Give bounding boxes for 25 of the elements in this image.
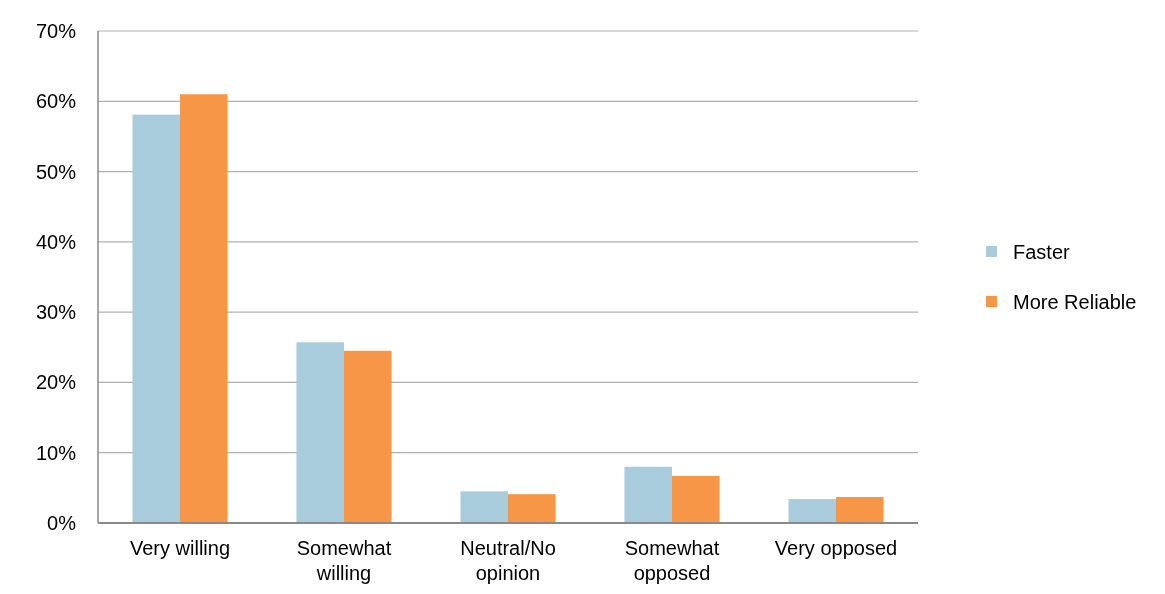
y-tick-label: 50% bbox=[35, 160, 77, 183]
y-tick-label: 70% bbox=[35, 20, 77, 42]
bar bbox=[460, 491, 508, 523]
legend-label: Faster bbox=[1013, 241, 1071, 263]
legend-label: More Reliable bbox=[1013, 291, 1137, 313]
y-tick-label: 20% bbox=[35, 371, 77, 394]
bar bbox=[132, 114, 180, 523]
bar bbox=[508, 494, 556, 523]
bar bbox=[624, 466, 672, 523]
y-tick-label: 40% bbox=[35, 230, 77, 253]
x-tick-label: Very willing bbox=[129, 537, 231, 559]
x-tick-label: Neutral/No opinion bbox=[460, 537, 556, 584]
y-tick-label: 0% bbox=[47, 512, 77, 534]
bar bbox=[836, 496, 884, 523]
x-tick-label: Very opposed bbox=[774, 537, 898, 559]
y-tick-label: 10% bbox=[35, 441, 77, 464]
bar bbox=[296, 342, 344, 523]
bar bbox=[180, 94, 228, 523]
x-tick-label: Somewhat opposed bbox=[624, 537, 720, 584]
y-tick-label: 30% bbox=[35, 301, 77, 324]
x-tick-label: Somewhat willing bbox=[296, 537, 392, 584]
y-tick-label: 60% bbox=[35, 90, 77, 113]
bar bbox=[344, 350, 392, 523]
bar bbox=[672, 475, 720, 523]
bar bbox=[788, 499, 836, 523]
